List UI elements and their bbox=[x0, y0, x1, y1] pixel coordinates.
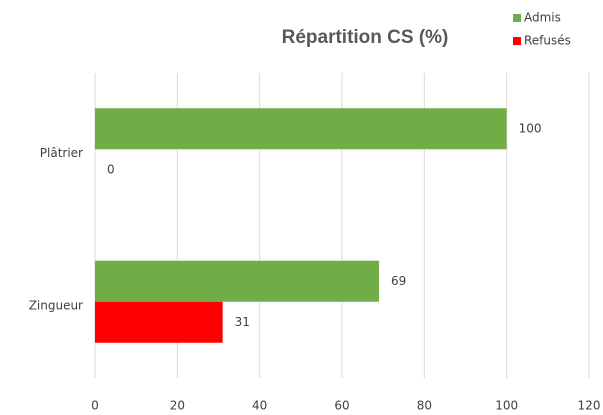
legend-label: Refusés bbox=[524, 34, 571, 48]
chart-title: Répartition CS (%) bbox=[282, 27, 449, 48]
legend-swatch bbox=[513, 14, 521, 22]
bar bbox=[95, 260, 380, 302]
x-tick-label: 40 bbox=[252, 399, 267, 413]
x-tick-label: 60 bbox=[334, 399, 349, 413]
data-label: 69 bbox=[391, 274, 406, 288]
x-tick-label: 120 bbox=[578, 399, 601, 413]
x-tick-label: 20 bbox=[170, 399, 185, 413]
data-label: 31 bbox=[235, 315, 250, 329]
data-label: 100 bbox=[519, 121, 542, 135]
data-label: 0 bbox=[107, 162, 115, 176]
x-tick-label: 80 bbox=[417, 399, 432, 413]
x-tick-label: 0 bbox=[91, 399, 99, 413]
y-tick-label: Plâtrier bbox=[40, 146, 83, 160]
y-tick-label: Zingueur bbox=[29, 298, 83, 312]
x-tick-label: 100 bbox=[495, 399, 518, 413]
bar bbox=[95, 108, 507, 150]
legend-swatch bbox=[513, 37, 521, 45]
bar bbox=[95, 301, 223, 343]
legend-label: Admis bbox=[524, 11, 561, 25]
